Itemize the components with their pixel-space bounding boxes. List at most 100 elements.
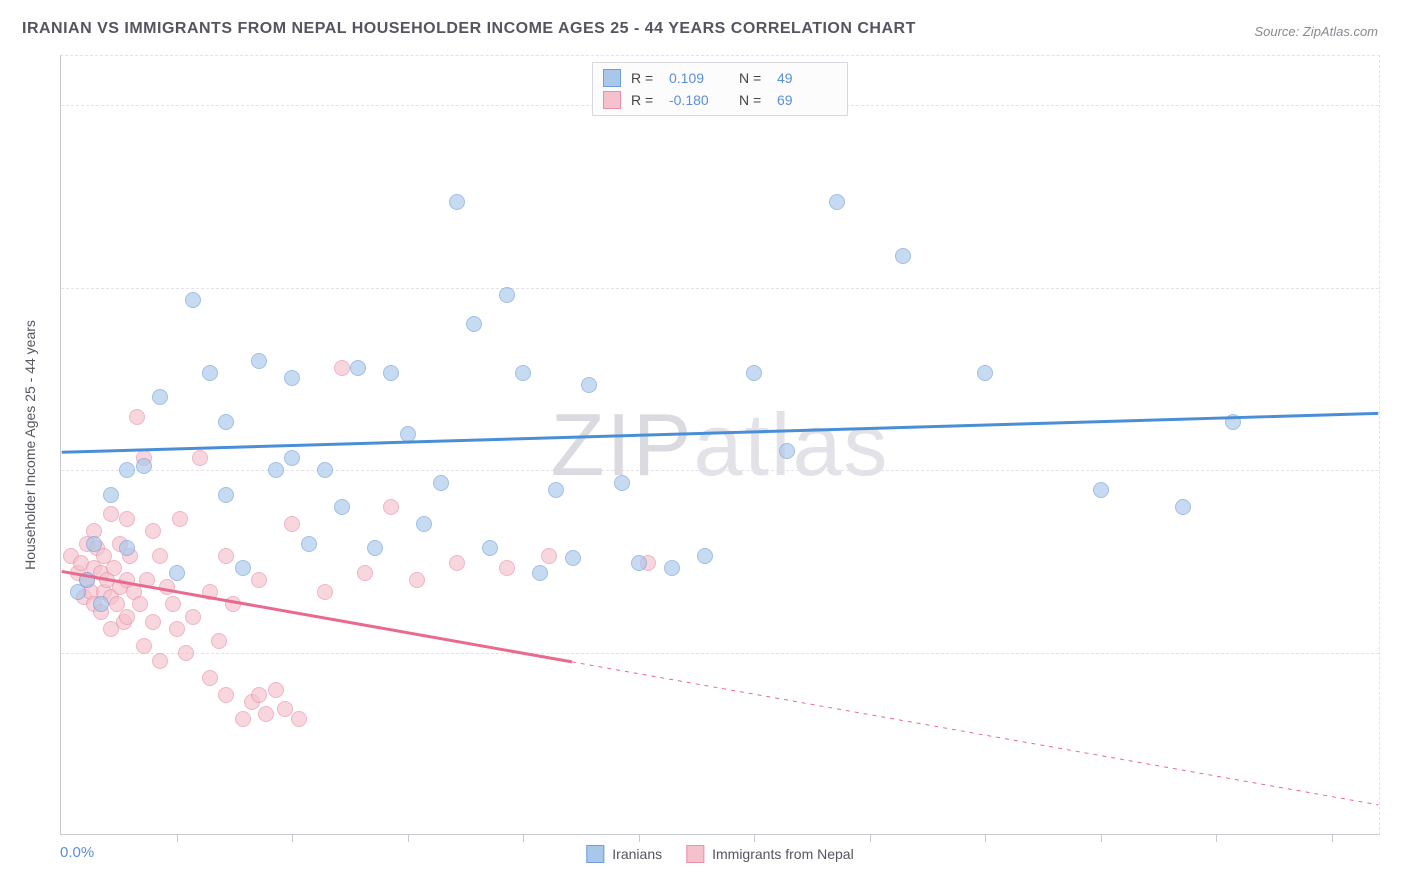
data-point [103,506,119,522]
data-point [119,540,135,556]
legend-row-series1: R = 0.109 N = 49 [603,67,837,89]
data-point [136,458,152,474]
data-point [499,560,515,576]
data-point [258,706,274,722]
data-point [119,511,135,527]
data-point [631,555,647,571]
data-point [192,450,208,466]
data-point [977,365,993,381]
gridline [61,470,1379,471]
r-label: R = [631,70,659,86]
data-point [449,555,465,571]
data-point [235,711,251,727]
data-point [548,482,564,498]
x-tick [870,834,871,842]
data-point [79,572,95,588]
gridline [61,653,1379,654]
data-point [169,621,185,637]
data-point [159,579,175,595]
data-point [86,536,102,552]
data-point [136,638,152,654]
data-point [334,499,350,515]
data-point [466,316,482,332]
data-point [284,450,300,466]
data-point [218,687,234,703]
data-point [499,287,515,303]
data-point [317,584,333,600]
data-point [169,565,185,581]
data-point [433,475,449,491]
x-tick [1216,834,1217,842]
data-point [409,572,425,588]
data-point [185,292,201,308]
data-point [565,550,581,566]
data-point [103,487,119,503]
legend-item-series2: Immigrants from Nepal [686,845,854,863]
series-legend: Iranians Immigrants from Nepal [586,845,853,863]
data-point [145,523,161,539]
n-label: N = [739,92,767,108]
n-value-series2: 69 [777,92,837,108]
data-point [581,377,597,393]
data-point [449,194,465,210]
x-axis-min-label: 0.0% [60,844,94,861]
legend-row-series2: R = -0.180 N = 69 [603,89,837,111]
data-point [251,687,267,703]
data-point [202,365,218,381]
data-point [251,353,267,369]
data-point [235,560,251,576]
data-point [357,565,373,581]
x-tick [292,834,293,842]
data-point [145,614,161,630]
data-point [202,670,218,686]
chart-area: Householder Income Ages 25 - 44 years ZI… [60,55,1380,835]
n-label: N = [739,70,767,86]
data-point [1093,482,1109,498]
series1-name: Iranians [612,846,662,862]
data-point [416,516,432,532]
data-point [106,560,122,576]
swatch-series1 [603,69,621,87]
data-point [139,572,155,588]
data-point [895,248,911,264]
data-point [268,462,284,478]
r-value-series1: 0.109 [669,70,729,86]
plot-region: ZIPatlas R = 0.109 N = 49 R = -0.180 N =… [60,55,1380,835]
data-point [129,409,145,425]
data-point [178,645,194,661]
data-point [779,443,795,459]
chart-container: IRANIAN VS IMMIGRANTS FROM NEPAL HOUSEHO… [0,0,1406,892]
x-tick [754,834,755,842]
x-tick [639,834,640,842]
x-tick [1101,834,1102,842]
data-point [400,426,416,442]
data-point [383,499,399,515]
data-point [218,414,234,430]
data-point [317,462,333,478]
data-point [482,540,498,556]
data-point [119,462,135,478]
data-point [541,548,557,564]
gridline [61,288,1379,289]
data-point [664,560,680,576]
data-point [746,365,762,381]
x-tick [177,834,178,842]
correlation-legend: R = 0.109 N = 49 R = -0.180 N = 69 [592,62,848,116]
series2-name: Immigrants from Nepal [712,846,854,862]
x-tick [985,834,986,842]
data-point [202,584,218,600]
n-value-series1: 49 [777,70,837,86]
data-point [218,487,234,503]
swatch-series1 [586,845,604,863]
chart-title: IRANIAN VS IMMIGRANTS FROM NEPAL HOUSEHO… [22,20,916,38]
data-point [284,516,300,532]
data-point [284,370,300,386]
data-point [218,548,234,564]
data-point [225,596,241,612]
r-label: R = [631,92,659,108]
data-point [152,389,168,405]
y-axis-title: Householder Income Ages 25 - 44 years [22,320,38,570]
data-point [172,511,188,527]
legend-item-series1: Iranians [586,845,662,863]
x-tick [1332,834,1333,842]
